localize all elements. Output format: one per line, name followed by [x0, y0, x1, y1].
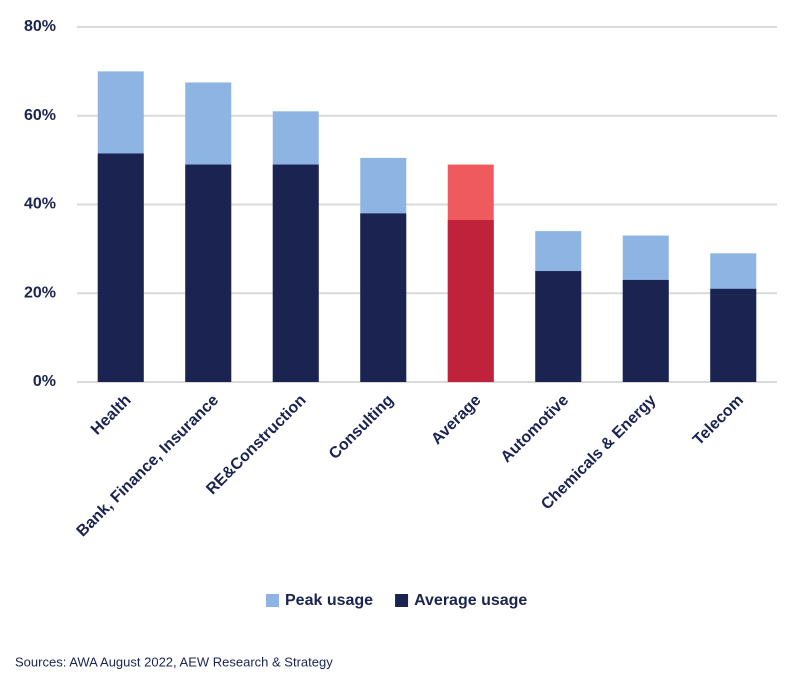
y-tick-label: 40% [24, 196, 56, 213]
bar [97, 153, 144, 382]
y-tick-label: 60% [24, 107, 56, 124]
legend-label: Average usage [414, 592, 527, 609]
x-tick-label: Bank, Finance, Insurance [74, 392, 223, 541]
bar [710, 288, 757, 382]
y-tick-label: 20% [24, 284, 56, 301]
bar [360, 213, 407, 382]
x-tick-label: RE&Construction [203, 392, 309, 498]
y-tick-label: 0% [33, 373, 56, 390]
y-tick-label: 80% [24, 18, 56, 35]
x-tick-label: Consulting [326, 392, 397, 463]
bar [272, 164, 319, 382]
x-tick-label: Health [88, 392, 135, 439]
x-tick-label: Average [428, 392, 484, 448]
bar [447, 220, 494, 382]
legend-swatch [395, 594, 409, 607]
x-tick-label: Automotive [498, 392, 572, 466]
legend-swatch [266, 594, 279, 607]
legend-label: Peak usage [285, 592, 373, 609]
bar [185, 164, 232, 382]
bar [622, 279, 669, 382]
source-note: Sources: AWA August 2022, AEW Research &… [15, 654, 333, 669]
x-tick-label: Telecom [690, 392, 747, 449]
bar [535, 271, 582, 382]
